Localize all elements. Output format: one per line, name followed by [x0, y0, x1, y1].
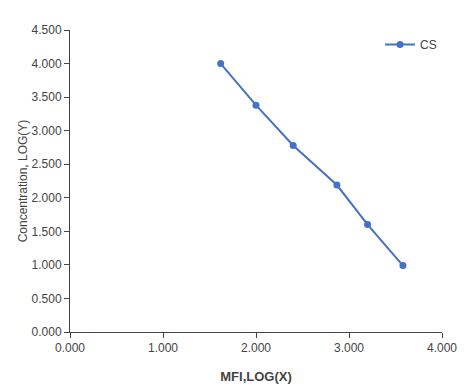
svg-text:Concentration, LOG(Y): Concentration, LOG(Y) — [16, 120, 30, 243]
svg-text:0.500: 0.500 — [32, 292, 62, 306]
svg-text:CS: CS — [420, 38, 437, 52]
svg-text:1.000: 1.000 — [32, 258, 62, 272]
svg-text:0.000: 0.000 — [55, 341, 85, 355]
svg-text:MFI,LOG(X): MFI,LOG(X) — [220, 369, 292, 384]
svg-text:4.500: 4.500 — [32, 23, 62, 37]
svg-text:3.000: 3.000 — [32, 124, 62, 138]
svg-text:1.000: 1.000 — [148, 341, 178, 355]
svg-text:4.000: 4.000 — [427, 341, 457, 355]
svg-text:3.500: 3.500 — [32, 90, 62, 104]
svg-text:2.000: 2.000 — [32, 191, 62, 205]
svg-text:4.000: 4.000 — [32, 57, 62, 71]
svg-text:3.000: 3.000 — [334, 341, 364, 355]
svg-text:2.500: 2.500 — [32, 157, 62, 171]
svg-text:0.000: 0.000 — [32, 325, 62, 339]
svg-text:1.500: 1.500 — [32, 225, 62, 239]
svg-text:2.000: 2.000 — [241, 341, 271, 355]
